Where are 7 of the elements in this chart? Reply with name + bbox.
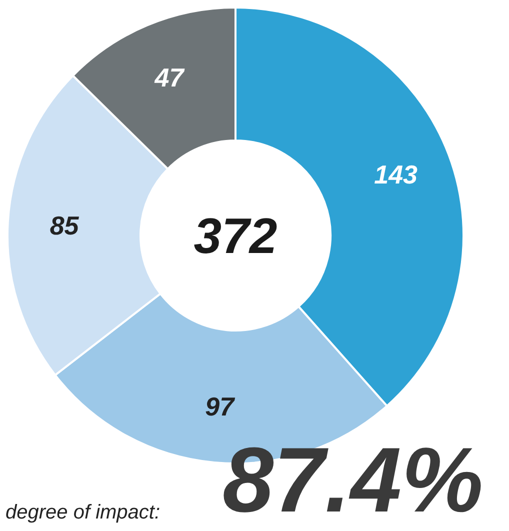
text: 87.4%: [222, 430, 484, 531]
text: degree of impact:: [6, 502, 160, 524]
data-label: 143: [374, 160, 418, 190]
data-label: 85: [50, 210, 80, 240]
data-label: 47: [154, 62, 186, 92]
text: 372: [194, 208, 278, 264]
data-label: 97: [205, 391, 236, 422]
